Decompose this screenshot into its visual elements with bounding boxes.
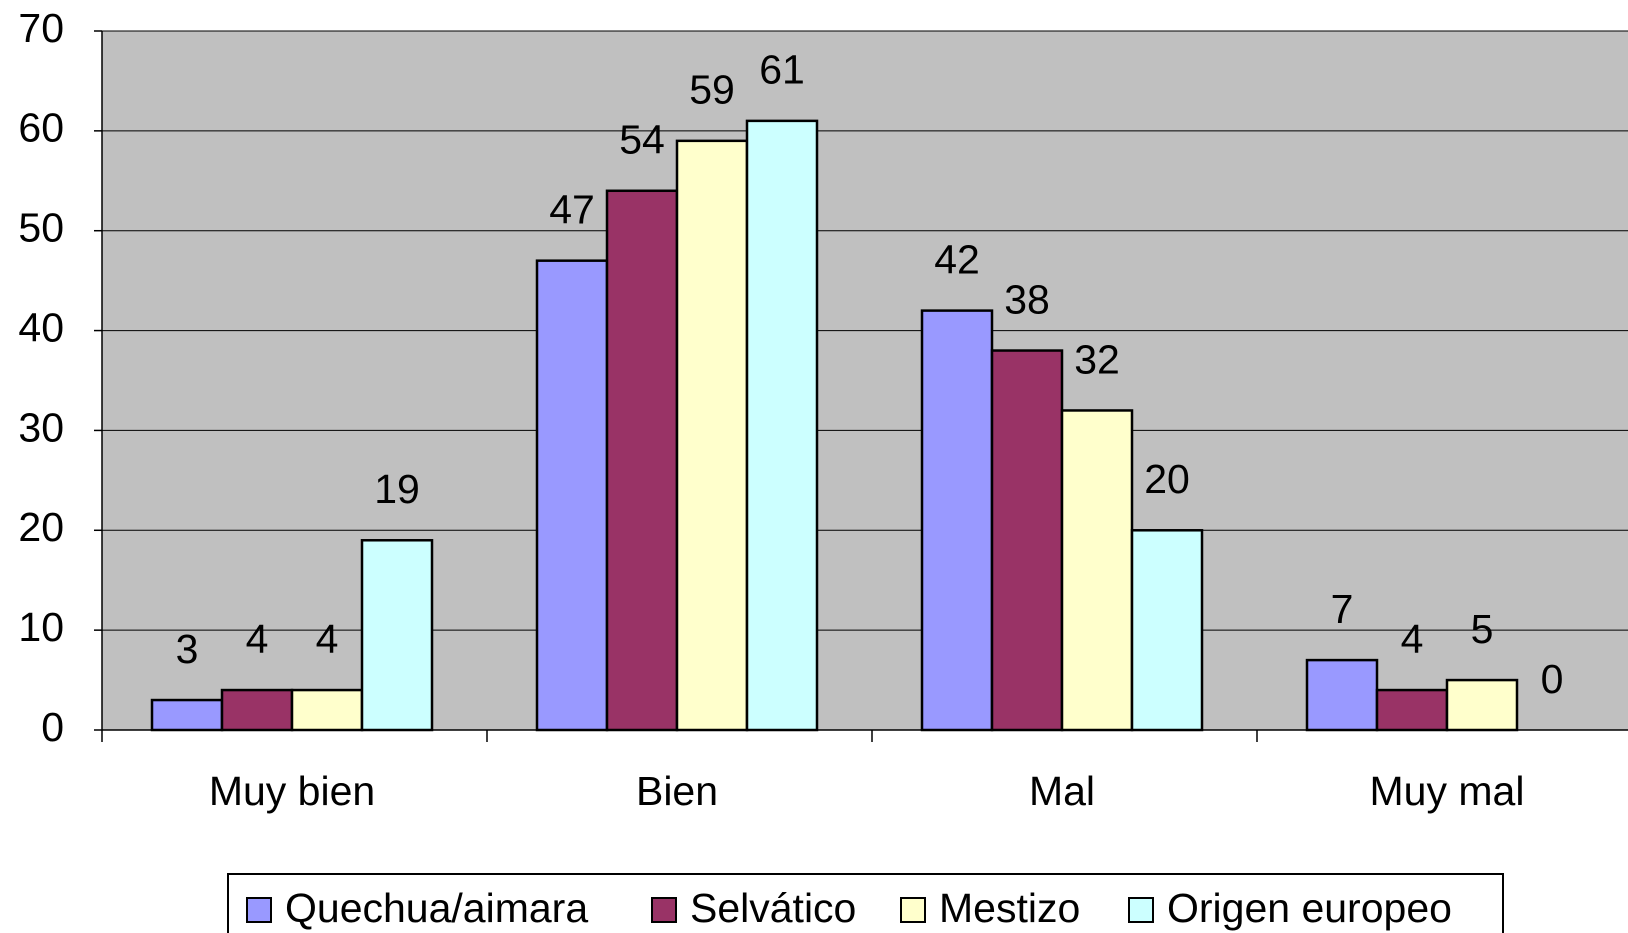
legend-swatch (900, 897, 926, 923)
y-tick-label: 70 (18, 5, 64, 51)
legend-label: Quechua/aimara (285, 885, 588, 931)
bar (745, 119, 819, 732)
plot-area (102, 31, 1628, 730)
value-label: 5 (1471, 606, 1494, 652)
bar (990, 349, 1064, 732)
bar (1130, 529, 1204, 732)
value-label: 7 (1331, 586, 1354, 632)
legend-label: Origen europeo (1167, 885, 1452, 931)
x-tick-label: Muy mal (1370, 768, 1525, 814)
value-label: 3 (176, 626, 199, 672)
value-label: 54 (619, 117, 665, 163)
bar (535, 259, 609, 732)
bar (1375, 688, 1449, 732)
value-label: 4 (1401, 616, 1424, 662)
bar (675, 139, 749, 732)
value-label: 32 (1074, 336, 1120, 382)
value-label: 61 (759, 47, 805, 93)
legend-swatch (651, 897, 677, 923)
x-tick-label: Mal (1029, 768, 1095, 814)
bar (150, 698, 224, 732)
x-tick-label: Bien (636, 768, 718, 814)
value-label: 0 (1541, 656, 1564, 702)
y-tick-label: 60 (18, 105, 64, 151)
bar (1445, 678, 1519, 732)
legend-swatch (1128, 897, 1154, 923)
value-label: 47 (549, 186, 595, 232)
y-tick-label: 30 (18, 404, 64, 450)
bar (1305, 658, 1379, 732)
bar (1060, 409, 1134, 732)
bar (290, 688, 364, 732)
value-label: 19 (374, 466, 420, 512)
value-label: 20 (1144, 456, 1190, 502)
legend-label: Selvático (690, 885, 856, 931)
y-tick-label: 50 (18, 205, 64, 251)
y-tick-label: 40 (18, 304, 64, 350)
y-tick-label: 20 (18, 504, 64, 550)
legend-box (227, 873, 1504, 933)
legend-label: Mestizo (939, 885, 1080, 931)
bar (360, 539, 434, 732)
value-label: 4 (246, 616, 269, 662)
value-label: 42 (934, 236, 980, 282)
y-tick-label: 10 (18, 604, 64, 650)
legend-swatch (246, 897, 272, 923)
bar (220, 688, 294, 732)
y-tick-label: 0 (41, 704, 64, 750)
value-label: 4 (316, 616, 339, 662)
bar (920, 309, 994, 732)
value-label: 59 (689, 67, 735, 113)
value-label: 38 (1004, 276, 1050, 322)
x-tick-label: Muy bien (209, 768, 375, 814)
bar (605, 189, 679, 732)
